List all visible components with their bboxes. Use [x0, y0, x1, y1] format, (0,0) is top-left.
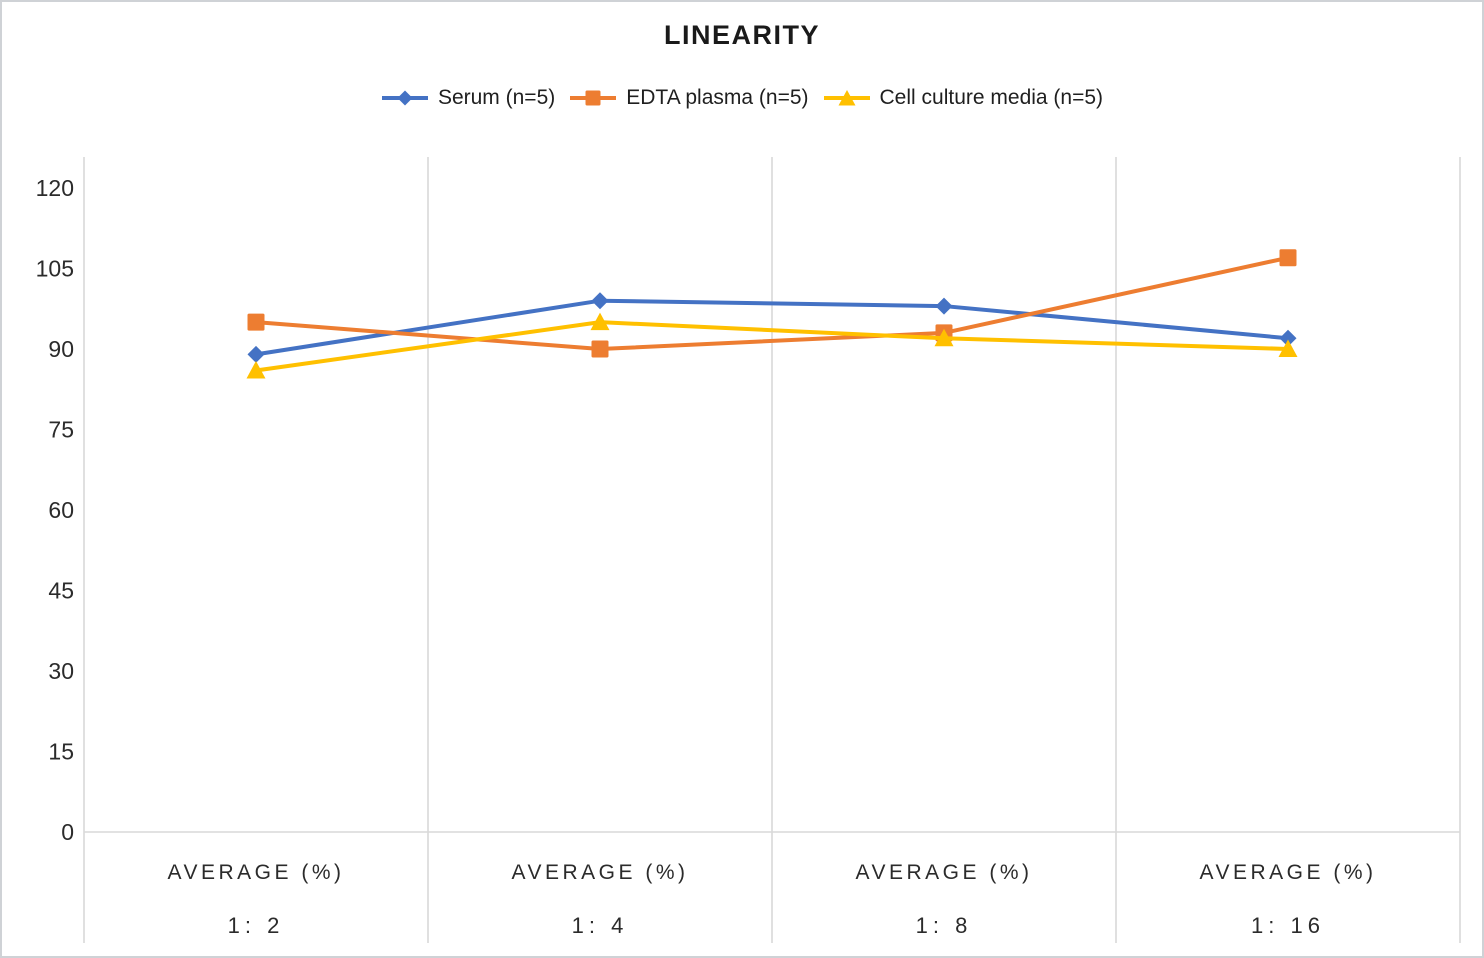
data-point-cell-culture-media-n-5	[934, 328, 954, 347]
data-point-edta-plasma-n-5	[1279, 249, 1297, 267]
y-tick-label: 45	[48, 578, 74, 604]
legend-label: Serum (n=5)	[437, 86, 556, 109]
chart-title: LINEARITY	[663, 20, 820, 50]
y-tick-label: 15	[48, 739, 74, 765]
x-axis-group-label: AVERAGE (%)	[1200, 861, 1377, 884]
y-tick-label: 120	[36, 175, 74, 201]
legend-item-serum: Serum (n=5)	[381, 86, 555, 110]
legend-label: EDTA plasma (n=5)	[626, 86, 809, 109]
legend-item-cell-culture-media: Cell culture media (n=5)	[823, 86, 1104, 110]
data-point-cell-culture-media-n-5	[590, 312, 610, 331]
y-tick-label: 90	[48, 336, 74, 362]
series-line-cell-culture-media-n-5	[255, 320, 1289, 373]
y-tick-label: 60	[48, 497, 74, 523]
edta-square-marker-icon	[570, 90, 617, 106]
x-tick-label: 1: 8	[916, 913, 973, 938]
x-tick-label: 1: 4	[572, 913, 629, 938]
x-axis-group-label: AVERAGE (%)	[856, 861, 1033, 884]
x-tick-label: 1: 2	[228, 913, 285, 938]
chart-legend: Serum (n=5) EDTA plasma (n=5) Cell cultu…	[2, 86, 1482, 110]
data-point-serum-n-5	[1279, 329, 1297, 347]
series-line-edta-plasma-n-5	[255, 255, 1289, 352]
data-point-serum-n-5	[247, 345, 265, 363]
x-axis-group-label: AVERAGE (%)	[512, 861, 689, 884]
y-tick-label: 75	[48, 417, 74, 443]
cell-culture-triangle-marker-icon	[823, 90, 870, 106]
y-tick-label: 105	[36, 256, 74, 282]
data-point-serum-n-5	[935, 297, 953, 315]
serum-diamond-marker-icon	[381, 90, 428, 106]
legend-item-edta-plasma: EDTA plasma (n=5)	[569, 86, 809, 110]
series-line-serum-n-5	[255, 298, 1289, 357]
y-tick-label: 0	[61, 819, 74, 845]
y-tick-label: 30	[48, 658, 74, 684]
data-point-cell-culture-media-n-5	[1278, 339, 1298, 357]
data-point-serum-n-5	[591, 292, 609, 310]
data-point-cell-culture-media-n-5	[246, 360, 266, 379]
data-point-edta-plasma-n-5	[247, 313, 265, 331]
x-axis-group-label: AVERAGE (%)	[168, 861, 345, 884]
legend-label: Cell culture media (n=5)	[879, 86, 1104, 109]
data-point-edta-plasma-n-5	[591, 340, 609, 358]
x-tick-label: 1: 16	[1251, 913, 1325, 938]
